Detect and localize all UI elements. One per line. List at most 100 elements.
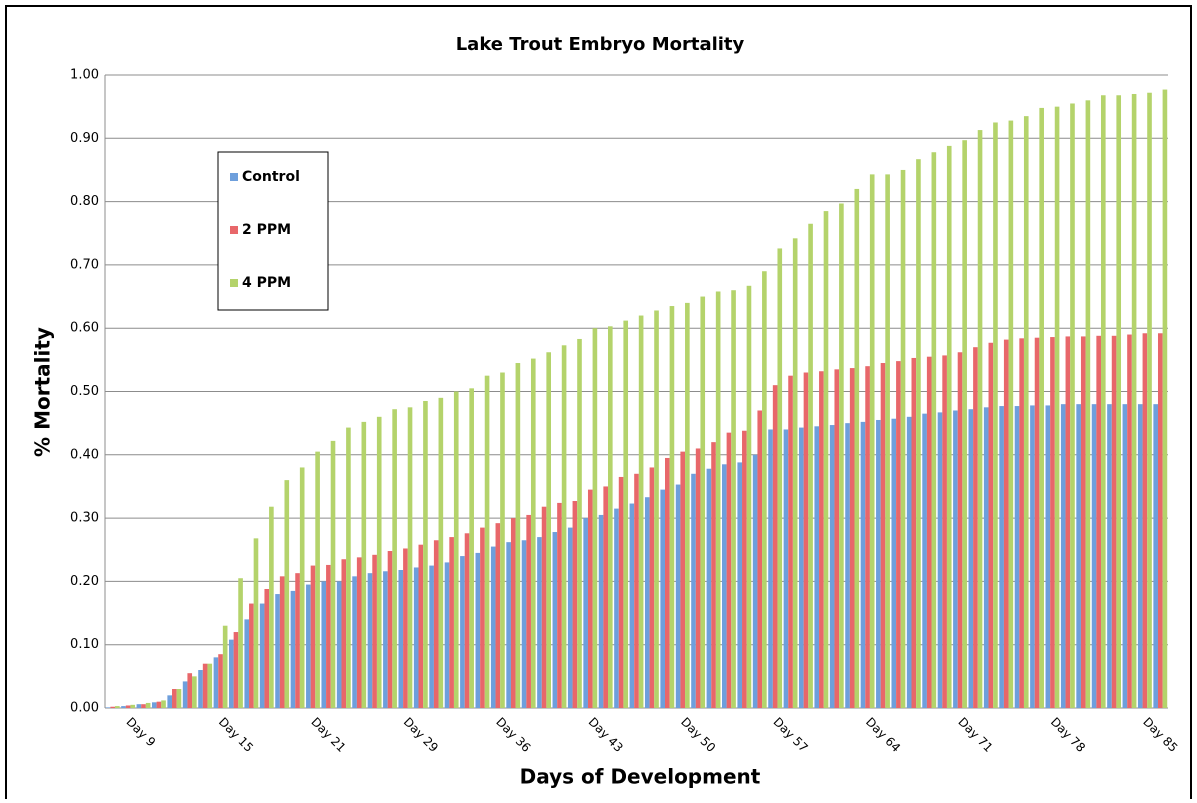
bar [1076, 404, 1081, 708]
bar [506, 542, 511, 708]
bar [172, 689, 177, 708]
bar [906, 416, 912, 708]
y-tick-label: 0.10 [70, 637, 99, 652]
bar [310, 565, 316, 708]
bar [398, 570, 404, 708]
bar [187, 673, 193, 708]
bar [229, 639, 234, 708]
bar [700, 296, 706, 708]
bar [1147, 92, 1152, 708]
bar [326, 564, 331, 708]
bar [1091, 404, 1097, 708]
bar [546, 352, 551, 708]
bar [737, 462, 743, 708]
bar [321, 581, 327, 708]
bar [691, 473, 696, 708]
bar [937, 412, 943, 708]
bar [521, 540, 527, 708]
bar [896, 361, 901, 708]
bar [346, 427, 351, 708]
y-tick-label: 0.80 [70, 194, 99, 209]
bar [136, 704, 142, 708]
bar [383, 571, 388, 708]
bar [1100, 95, 1106, 709]
bar [953, 410, 958, 708]
bar [849, 368, 855, 708]
bar [110, 706, 116, 708]
bar [218, 654, 223, 708]
bar [1111, 335, 1117, 708]
bar [561, 345, 567, 708]
bar [233, 632, 239, 708]
bar [530, 358, 536, 708]
bar [618, 476, 624, 708]
bar [1116, 95, 1122, 709]
bar [192, 676, 197, 708]
bar [999, 406, 1004, 708]
bar [361, 421, 367, 708]
bar [161, 700, 166, 708]
bar [1085, 100, 1091, 708]
bar [469, 388, 474, 708]
bar [968, 409, 974, 708]
bar [115, 706, 120, 708]
bar [814, 426, 820, 708]
bar [823, 211, 829, 708]
bar [1131, 93, 1137, 709]
bar [537, 537, 542, 708]
bar [1023, 116, 1029, 708]
bar [429, 565, 434, 708]
bar [438, 397, 444, 708]
bar [1157, 333, 1163, 708]
bar [993, 122, 998, 709]
bar [387, 551, 393, 708]
y-tick-label: 0.70 [70, 257, 99, 272]
bar [854, 188, 860, 708]
legend-swatch [230, 226, 238, 234]
bar [669, 306, 675, 708]
bar [1142, 333, 1148, 708]
bar [1153, 404, 1158, 708]
chart-frame [5, 5, 1192, 803]
bar [418, 544, 424, 708]
bar [977, 130, 983, 709]
bar [423, 400, 428, 708]
bar [244, 619, 250, 708]
legend-label: Control [242, 169, 300, 185]
bar [623, 320, 629, 708]
bar [762, 271, 767, 708]
bar [1054, 106, 1060, 708]
bar [284, 480, 290, 708]
bar [1162, 89, 1168, 708]
bar [916, 159, 921, 709]
bar [808, 223, 813, 708]
bar [341, 559, 347, 708]
bar [275, 594, 280, 708]
bar [557, 502, 562, 708]
bar [1127, 334, 1132, 708]
bar [711, 442, 716, 708]
bar [356, 557, 362, 708]
bar [541, 506, 547, 708]
bar [433, 540, 439, 708]
bar [475, 552, 481, 708]
bar [299, 467, 305, 708]
bar [946, 145, 952, 708]
bar [367, 573, 373, 708]
bar [922, 413, 927, 708]
bar [444, 562, 450, 708]
bar [577, 338, 582, 708]
bar [876, 419, 881, 708]
bar [660, 489, 666, 708]
bar [130, 704, 136, 708]
bar [607, 326, 613, 708]
bar [464, 533, 470, 708]
bar [453, 391, 459, 708]
bar [722, 464, 727, 708]
bar [413, 567, 419, 708]
bar [680, 451, 686, 708]
bar [238, 578, 243, 708]
bar [1096, 335, 1101, 708]
bar [567, 527, 573, 708]
